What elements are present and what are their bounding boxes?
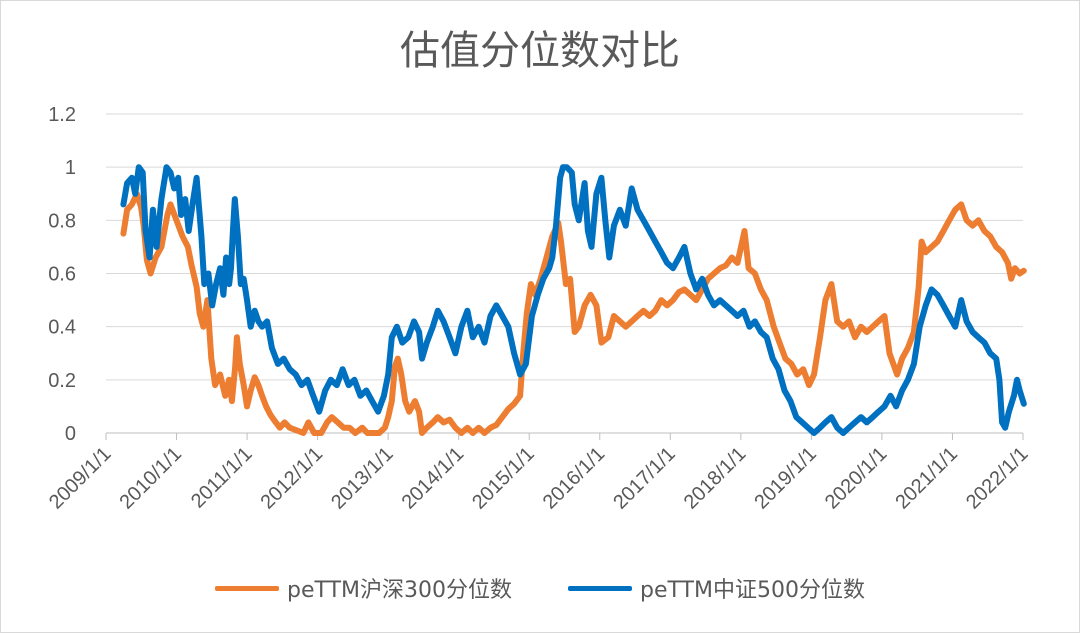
x-tick-label: 2019/1/1 (750, 443, 821, 514)
x-tick-label: 2010/1/1 (115, 443, 186, 514)
y-tick-label: 0.6 (48, 264, 76, 286)
legend-label-zz500: peTTM中证500分位数 (640, 578, 865, 603)
y-tick-label: 0 (65, 423, 76, 445)
legend-item-zz500: peTTM中证500分位数 (568, 572, 865, 604)
legend-item-hs300: peTTM沪深300分位数 (215, 572, 512, 604)
x-tick-label: 2014/1/1 (398, 443, 469, 514)
chart-legend: peTTM沪深300分位数 peTTM中证500分位数 (0, 572, 1080, 604)
series-line-zz500 (120, 164, 1027, 436)
y-tick-label: 0.2 (48, 370, 76, 392)
x-tick-label: 2013/1/1 (327, 443, 398, 514)
x-tick-label: 2009/1/1 (45, 443, 116, 514)
chart-title: 估值分位数对比 (400, 28, 680, 74)
legend-swatch-zz500 (568, 585, 632, 591)
x-tick-label: 2020/1/1 (821, 443, 892, 514)
y-tick-label: 0.8 (48, 210, 76, 232)
x-tick-label: 2011/1/1 (187, 443, 257, 513)
x-tick-label: 2016/1/1 (539, 443, 610, 514)
legend-swatch-hs300 (215, 585, 280, 591)
x-tick-label: 2018/1/1 (680, 443, 751, 514)
y-tick-label: 1.2 (48, 104, 76, 126)
y-tick-label: 1 (65, 157, 76, 179)
x-tick-label: 2012/1/1 (257, 443, 328, 514)
x-tick-label: 2021/1/1 (891, 443, 962, 514)
x-tick-label: 2017/1/1 (609, 443, 680, 514)
x-tick-label: 2022/1/1 (962, 443, 1033, 514)
legend-label-hs300: peTTM沪深300分位数 (287, 578, 512, 603)
x-tick-label: 2015/1/1 (468, 443, 539, 514)
y-tick-label: 0.4 (48, 317, 76, 339)
